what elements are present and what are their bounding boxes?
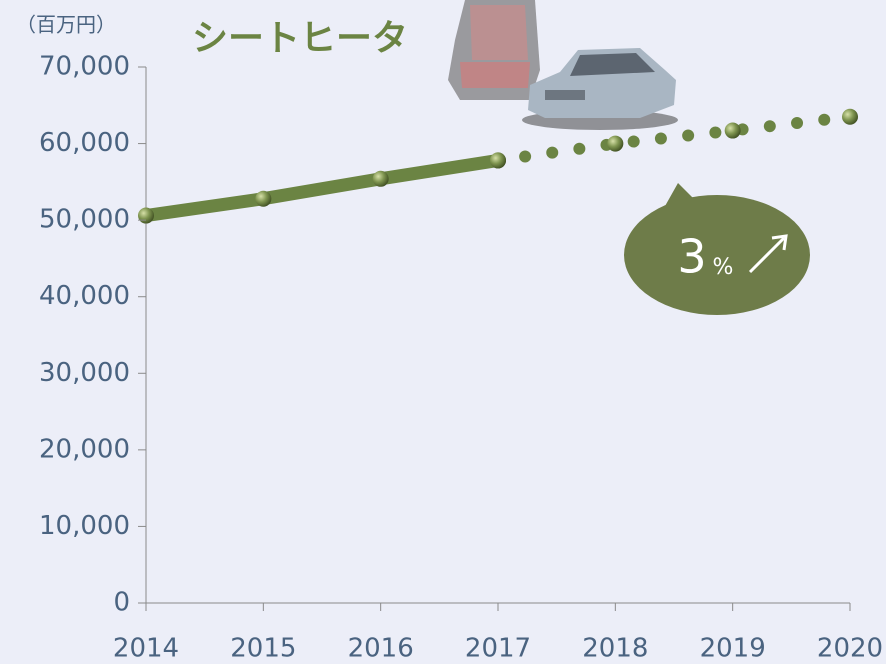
x-tick-label: 2018	[582, 634, 648, 664]
x-tick-label: 2015	[230, 634, 296, 664]
point	[138, 208, 154, 224]
x-tick-label: 2020	[817, 634, 883, 664]
x-tick-label: 2014	[113, 634, 179, 664]
x-tick-label: 2017	[465, 634, 531, 664]
point	[373, 171, 389, 187]
y-tick-label: 10,000	[39, 511, 130, 541]
seat-image	[448, 0, 540, 100]
unit-label: （百万円）	[16, 13, 116, 37]
annotation-unit: %	[713, 255, 734, 280]
point	[490, 152, 506, 168]
point	[255, 191, 271, 207]
annotation-value: 3	[677, 230, 706, 284]
y-tick-label: 70,000	[39, 52, 130, 82]
point	[725, 123, 741, 139]
y-tick-label: 20,000	[39, 434, 130, 464]
x-tick-label: 2019	[700, 634, 766, 664]
chart-title: シートヒータ	[192, 18, 408, 59]
point	[842, 109, 858, 125]
x-tick-label: 2016	[348, 634, 414, 664]
y-tick-label: 60,000	[39, 128, 130, 158]
chart: （百万円） シートヒータ 3 % 0 10,000 20,000 30,000 40,0…	[0, 0, 886, 664]
point	[607, 136, 623, 152]
y-tick-label: 50,000	[39, 205, 130, 235]
y-tick-label: 0	[113, 588, 130, 618]
y-tick-label: 30,000	[39, 358, 130, 388]
background	[0, 0, 886, 664]
y-tick-label: 40,000	[39, 281, 130, 311]
